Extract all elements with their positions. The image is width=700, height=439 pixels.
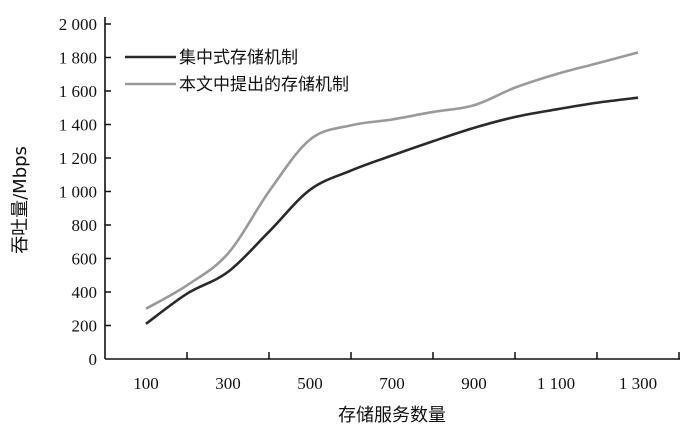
y-tick-label: 1 200 xyxy=(59,149,97,168)
x-axis-title: 存储服务数量 xyxy=(338,405,446,426)
y-axis-title: 吞吐量/Mbps xyxy=(10,146,31,254)
x-tick-label: 700 xyxy=(379,374,405,393)
y-tick-label: 1 600 xyxy=(59,82,97,101)
y-tick-label: 0 xyxy=(89,350,98,369)
x-tick-label: 500 xyxy=(297,374,323,393)
x-tick-label: 100 xyxy=(133,374,159,393)
axes xyxy=(104,17,680,360)
y-tick-label: 1 400 xyxy=(59,116,97,135)
legend-label: 集中式存储机制 xyxy=(179,48,298,68)
y-tick-label: 1 000 xyxy=(59,183,97,202)
y-tick-label: 200 xyxy=(72,317,98,336)
series-line-2 xyxy=(145,51,639,310)
series-line-1 xyxy=(145,96,639,325)
x-tick-label: 1 300 xyxy=(619,374,657,393)
x-tick-label: 1 100 xyxy=(537,374,575,393)
y-tick-label: 600 xyxy=(72,250,98,269)
y-tick-label: 400 xyxy=(72,283,98,302)
x-tick-label: 900 xyxy=(461,374,487,393)
y-tick-label: 1 800 xyxy=(59,49,97,68)
y-tick-label: 800 xyxy=(72,216,98,235)
legend-label: 本文中提出的存储机制 xyxy=(179,75,349,95)
x-tick-label: 300 xyxy=(215,374,241,393)
y-tick-label: 2 000 xyxy=(59,15,97,34)
